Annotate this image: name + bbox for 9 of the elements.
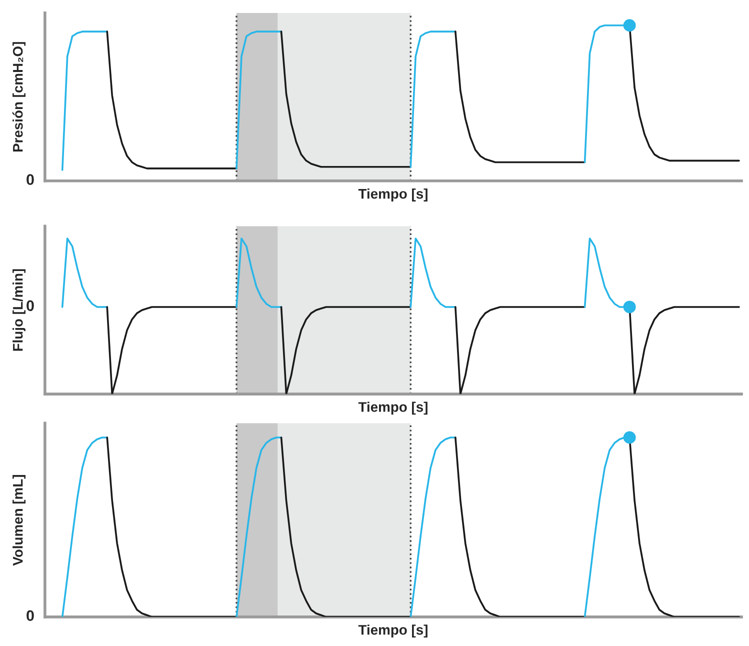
x-axis-title: Tiempo [s]: [358, 188, 428, 202]
y-axis-title: Volumen [mL]: [12, 475, 26, 566]
text: 0: [26, 300, 34, 312]
x-axis-title: Tiempo [s]: [358, 402, 428, 415]
text: 0: [26, 610, 34, 622]
x-axis-title: Tiempo [s]: [358, 624, 428, 638]
text: 0: [26, 174, 34, 185]
y-axis-title: Presión [cmH₂O]: [12, 42, 26, 152]
y-axis-title: Flujo [L/min]: [12, 269, 26, 351]
